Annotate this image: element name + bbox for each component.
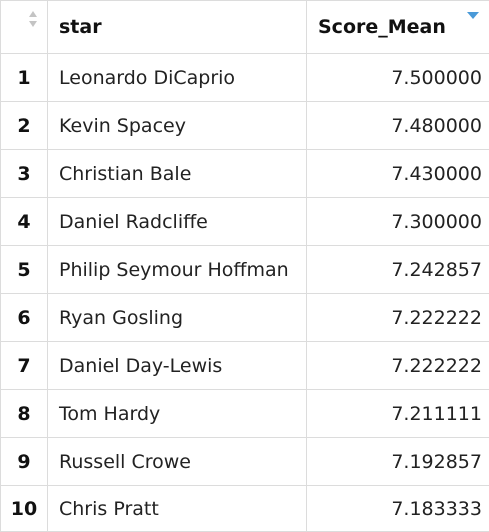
column-header-star[interactable]: star (48, 1, 307, 54)
row-index: 7 (1, 342, 48, 390)
cell-score-mean[interactable]: 7.500000 (307, 54, 489, 102)
table-header-row: star Score_Mean (1, 1, 489, 54)
cell-score-mean[interactable]: 7.192857 (307, 438, 489, 486)
cell-star[interactable]: Philip Seymour Hoffman (48, 246, 307, 294)
row-index: 4 (1, 198, 48, 246)
table-row[interactable]: 5 Philip Seymour Hoffman 7.242857 (1, 246, 489, 294)
cell-score-mean[interactable]: 7.242857 (307, 246, 489, 294)
cell-star[interactable]: Daniel Radcliffe (48, 198, 307, 246)
column-header-star-label: star (59, 16, 102, 38)
cell-score-mean[interactable]: 7.480000 (307, 102, 489, 150)
column-header-score-mean-label: Score_Mean (318, 16, 446, 38)
table-row[interactable]: 9 Russell Crowe 7.192857 (1, 438, 489, 486)
table-row[interactable]: 7 Daniel Day-Lewis 7.222222 (1, 342, 489, 390)
cell-star[interactable]: Kevin Spacey (48, 102, 307, 150)
table-row[interactable]: 4 Daniel Radcliffe 7.300000 (1, 198, 489, 246)
row-index: 8 (1, 390, 48, 438)
cell-star[interactable]: Tom Hardy (48, 390, 307, 438)
row-index: 5 (1, 246, 48, 294)
table-row[interactable]: 10 Chris Pratt 7.183333 (1, 486, 489, 532)
cell-star[interactable]: Chris Pratt (48, 486, 307, 532)
row-index: 3 (1, 150, 48, 198)
row-index: 2 (1, 102, 48, 150)
cell-star[interactable]: Russell Crowe (48, 438, 307, 486)
row-index: 10 (1, 486, 48, 532)
row-index: 9 (1, 438, 48, 486)
sort-neutral-icon[interactable] (28, 9, 38, 29)
row-index: 1 (1, 54, 48, 102)
column-header-index[interactable] (1, 1, 48, 54)
table-row[interactable]: 8 Tom Hardy 7.211111 (1, 390, 489, 438)
column-header-score-mean[interactable]: Score_Mean (307, 1, 489, 54)
cell-star[interactable]: Daniel Day-Lewis (48, 342, 307, 390)
cell-score-mean[interactable]: 7.430000 (307, 150, 489, 198)
cell-score-mean[interactable]: 7.222222 (307, 342, 489, 390)
cell-star[interactable]: Christian Bale (48, 150, 307, 198)
table-row[interactable]: 2 Kevin Spacey 7.480000 (1, 102, 489, 150)
row-index: 6 (1, 294, 48, 342)
cell-score-mean[interactable]: 7.300000 (307, 198, 489, 246)
table-row[interactable]: 3 Christian Bale 7.430000 (1, 150, 489, 198)
cell-star[interactable]: Ryan Gosling (48, 294, 307, 342)
cell-score-mean[interactable]: 7.211111 (307, 390, 489, 438)
table-row[interactable]: 1 Leonardo DiCaprio 7.500000 (1, 54, 489, 102)
cell-star[interactable]: Leonardo DiCaprio (48, 54, 307, 102)
sort-descending-icon[interactable] (467, 11, 477, 31)
cell-score-mean[interactable]: 7.222222 (307, 294, 489, 342)
table-row[interactable]: 6 Ryan Gosling 7.222222 (1, 294, 489, 342)
cell-score-mean[interactable]: 7.183333 (307, 486, 489, 532)
